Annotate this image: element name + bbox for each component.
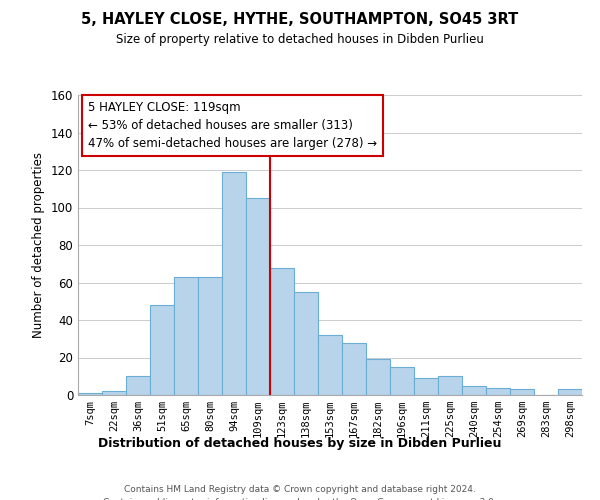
Text: Distribution of detached houses by size in Dibden Purlieu: Distribution of detached houses by size … xyxy=(98,438,502,450)
Y-axis label: Number of detached properties: Number of detached properties xyxy=(32,152,45,338)
Bar xyxy=(510,390,534,395)
Bar xyxy=(222,172,246,395)
Bar xyxy=(414,378,438,395)
Bar xyxy=(174,277,198,395)
Bar xyxy=(318,335,342,395)
Text: Contains HM Land Registry data © Crown copyright and database right 2024.
Contai: Contains HM Land Registry data © Crown c… xyxy=(103,485,497,500)
Bar xyxy=(198,277,222,395)
Bar xyxy=(246,198,270,395)
Text: Size of property relative to detached houses in Dibden Purlieu: Size of property relative to detached ho… xyxy=(116,32,484,46)
Bar xyxy=(390,367,414,395)
Text: 5, HAYLEY CLOSE, HYTHE, SOUTHAMPTON, SO45 3RT: 5, HAYLEY CLOSE, HYTHE, SOUTHAMPTON, SO4… xyxy=(82,12,518,28)
Bar xyxy=(486,388,510,395)
Bar xyxy=(150,305,174,395)
Bar xyxy=(342,342,366,395)
Text: 5 HAYLEY CLOSE: 119sqm
← 53% of detached houses are smaller (313)
47% of semi-de: 5 HAYLEY CLOSE: 119sqm ← 53% of detached… xyxy=(88,101,377,150)
Bar xyxy=(78,393,102,395)
Bar xyxy=(294,292,318,395)
Bar xyxy=(366,360,390,395)
Bar xyxy=(102,391,126,395)
Bar xyxy=(126,376,150,395)
Bar xyxy=(558,390,582,395)
Bar xyxy=(462,386,486,395)
Bar xyxy=(438,376,462,395)
Bar xyxy=(270,268,294,395)
